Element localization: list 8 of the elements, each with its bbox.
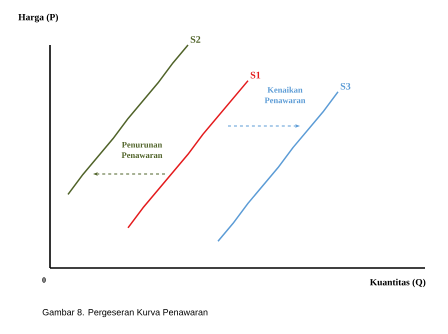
y-axis-title: Harga (P) xyxy=(18,14,58,22)
series-label: S2 xyxy=(190,36,200,43)
annotation: Kenaikan Penawaran xyxy=(264,86,306,104)
x-axis-title: Kuantitas (Q) xyxy=(370,278,426,288)
series-label: S1 xyxy=(250,72,260,78)
annotation: Penurunan Penawaran xyxy=(122,142,162,158)
text: Gambar 8. Pergeseran Kurva Penawaran xyxy=(42,308,208,318)
series-label: S3 xyxy=(340,82,350,90)
